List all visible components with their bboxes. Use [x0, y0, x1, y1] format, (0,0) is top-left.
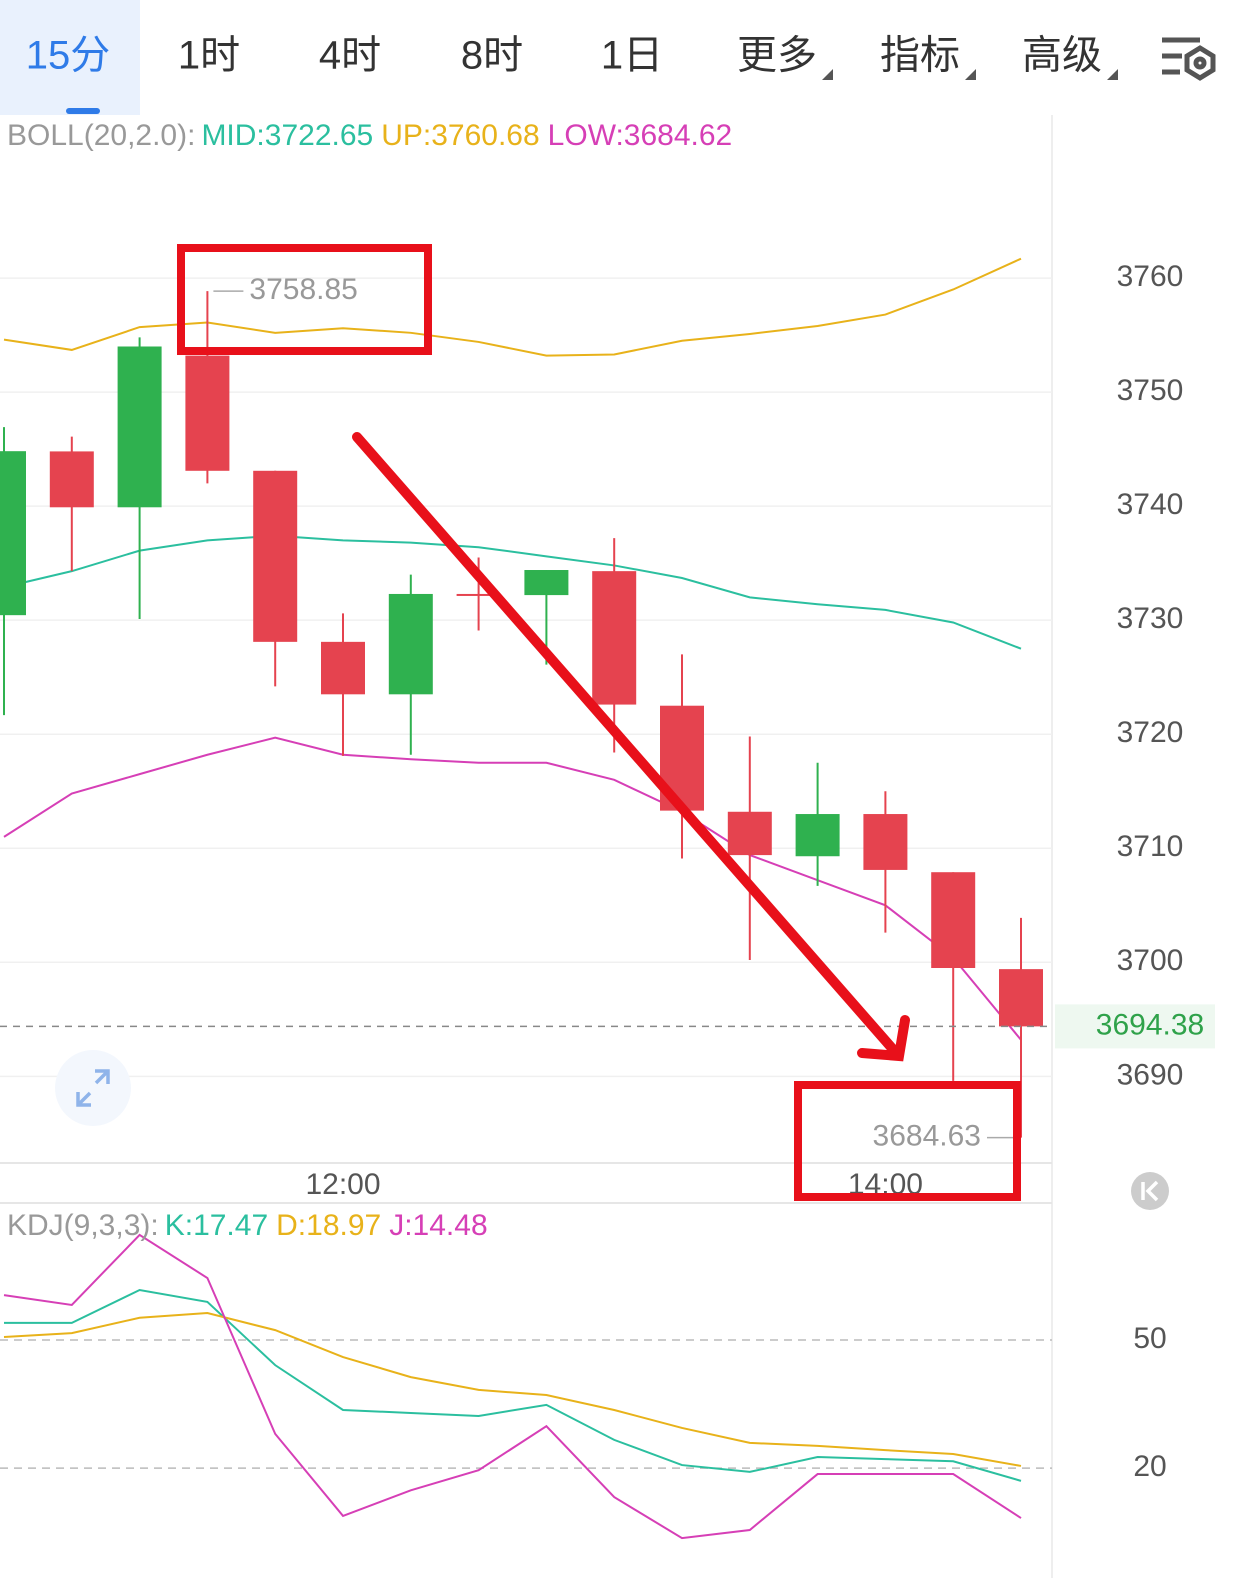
min-label: 3684.63	[873, 1119, 981, 1152]
last-price-label: 3694.38	[1096, 1008, 1204, 1041]
highlight-box	[794, 1081, 1021, 1201]
candle-body	[321, 641, 365, 695]
tab[interactable]: 8时	[461, 34, 523, 78]
last-price-bg	[1055, 1004, 1215, 1049]
legend-indicator: BOLL(20,2.0):	[7, 119, 195, 152]
y-tick-label: 3720	[1117, 716, 1184, 749]
legend: BOLL(20,2.0): MID:3722.65 UP:3760.68 LOW:36…	[7, 119, 732, 152]
expand-icon	[76, 1069, 110, 1107]
y-tick-label: 20	[1133, 1450, 1166, 1483]
tab[interactable]: 高级	[1022, 34, 1102, 78]
annotation-overlay	[177, 244, 1021, 1201]
dropdown-caret	[965, 69, 976, 80]
candle-body	[456, 593, 501, 596]
tab[interactable]: 更多	[737, 34, 817, 78]
y-tick-label: 3750	[1117, 374, 1184, 407]
y-tick-label: 3760	[1117, 260, 1184, 293]
tab[interactable]: 1日	[601, 34, 663, 78]
candle-body	[863, 814, 908, 870]
indicator-line	[3, 736, 1022, 1041]
candle-body	[388, 593, 433, 695]
indicator-line	[4, 1288, 1022, 1482]
trend-arrow	[352, 432, 910, 1062]
legend-entry: MID:3722.65	[201, 119, 373, 152]
active-tab-indicator	[66, 108, 100, 114]
candle-body	[185, 355, 230, 471]
tab[interactable]: 15分	[26, 34, 111, 78]
candle-body	[999, 969, 1043, 1027]
y-tick-label: 3730	[1117, 602, 1184, 635]
tab[interactable]: 4时	[319, 34, 381, 78]
y-tick-label: 3700	[1117, 944, 1184, 977]
legend-entry: LOW:3684.62	[548, 119, 733, 152]
candle-body	[931, 872, 976, 968]
legend-indicator: KDJ(9,3,3):	[7, 1209, 159, 1242]
indicator-line	[3, 257, 1022, 357]
y-tick-label: 3740	[1117, 488, 1184, 521]
active-tab-bg	[0, 0, 140, 115]
settings-icon[interactable]	[1162, 37, 1216, 81]
candle-body	[0, 451, 26, 616]
y-tick-label: 3690	[1117, 1058, 1184, 1091]
legend-entry: UP:3760.68	[381, 119, 539, 152]
legend: KDJ(9,3,3): K:17.47 D:18.97 J:14.48	[7, 1209, 488, 1242]
reset-icon	[1141, 1180, 1159, 1202]
max-label: 3758.85	[249, 273, 357, 306]
candle-body	[727, 811, 772, 856]
candle-body	[49, 451, 94, 508]
x-tick-label: 12:00	[305, 1168, 380, 1201]
candle-body	[795, 814, 840, 857]
indicator-line	[3, 1312, 1022, 1467]
legend-entry: J:14.48	[389, 1209, 487, 1242]
indicator-line	[3, 534, 1022, 650]
candle-body	[117, 346, 162, 508]
candle-body	[524, 570, 569, 596]
candle-body	[253, 470, 298, 642]
tab[interactable]: 指标	[880, 34, 960, 78]
highlight-box	[177, 244, 432, 355]
tab[interactable]: 1时	[178, 34, 240, 78]
dropdown-caret	[1107, 69, 1118, 80]
dropdown-caret	[822, 69, 833, 80]
legend-entry: K:17.47	[165, 1209, 268, 1242]
y-tick-label: 3710	[1117, 830, 1184, 863]
y-tick-label: 50	[1133, 1322, 1166, 1355]
expand-button[interactable]	[55, 1050, 131, 1126]
legend-entry: D:18.97	[276, 1209, 381, 1242]
indicator-line	[3, 1233, 1022, 1540]
plot-area: 15分 1时 4时 8时 1日 更多 指标 高级 3690 3700 3710 3720 3730 374…	[0, 34, 1215, 1540]
candle-body	[592, 571, 637, 705]
